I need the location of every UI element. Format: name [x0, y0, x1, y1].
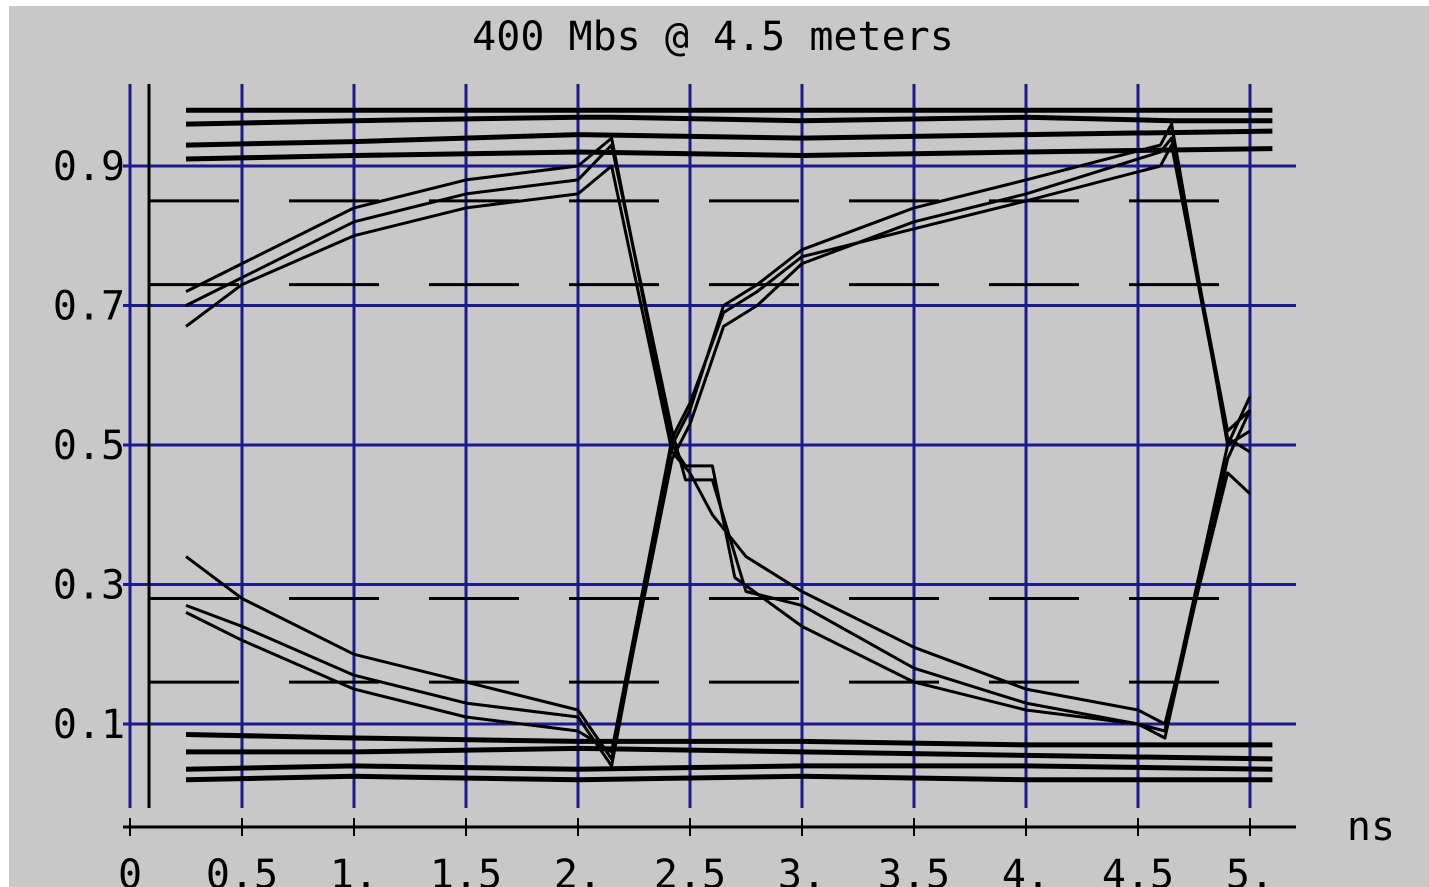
x-tick-label-9: 4.5 [1102, 852, 1174, 887]
x-tick-label-1: 0.5 [206, 852, 278, 887]
grid-lines [123, 84, 1296, 808]
trace-line-5 [185, 763, 1273, 772]
trace-line-3 [185, 146, 1273, 162]
x-tick-label-3: 1.5 [430, 852, 502, 887]
trace-line-8 [185, 136, 1252, 733]
x-tick-label-10: 5. [1226, 852, 1274, 887]
x-tick-label-5: 2.5 [654, 852, 726, 887]
y-tick-label-0: 0.1 [53, 702, 125, 748]
chart-panel: 400 Mbs @ 4.5 meters 0 0.5 1. 1.5 2. 2.5 3. 3.5… [9, 6, 1429, 887]
x-tick-label-6: 3. [778, 852, 826, 887]
eye-diagram-chart: 400 Mbs @ 4.5 meters 0 0.5 1. 1.5 2. 2.5 3. 3.5… [53, 14, 1395, 887]
x-tick-labels: 0 0.5 1. 1.5 2. 2.5 3. 3.5 4. 4.5 5. [118, 852, 1274, 887]
x-tick-label-8: 4. [1002, 852, 1050, 887]
y-tick-label-1: 0.3 [53, 563, 125, 609]
trace-line-9 [185, 143, 1252, 740]
trace-line-1 [185, 114, 1273, 127]
x-tick-label-2: 1. [330, 852, 378, 887]
y-tick-label-2: 0.5 [53, 423, 125, 469]
trace-line-13 [185, 143, 1251, 754]
trace-line-2 [185, 128, 1273, 148]
trace-group [185, 107, 1273, 783]
y-tick-label-3: 0.7 [53, 284, 125, 330]
trace-line-6 [186, 745, 1273, 762]
trace-line-7 [185, 732, 1273, 748]
trace-line-10 [185, 164, 1252, 726]
y-tick-labels: 0.1 0.3 0.5 0.7 0.9 [53, 144, 125, 748]
axes [123, 84, 1296, 836]
y-tick-label-4: 0.9 [53, 144, 125, 190]
x-axis-label: ns [1347, 804, 1395, 850]
x-tick-label-7: 3.5 [878, 852, 950, 887]
trace-line-4 [185, 773, 1273, 783]
chart-title: 400 Mbs @ 4.5 meters [472, 14, 954, 60]
trace-line-12 [185, 122, 1251, 768]
x-tick-label-4: 2. [554, 852, 602, 887]
x-tick-label-0: 0 [118, 852, 142, 887]
trace-line-11 [185, 136, 1252, 761]
